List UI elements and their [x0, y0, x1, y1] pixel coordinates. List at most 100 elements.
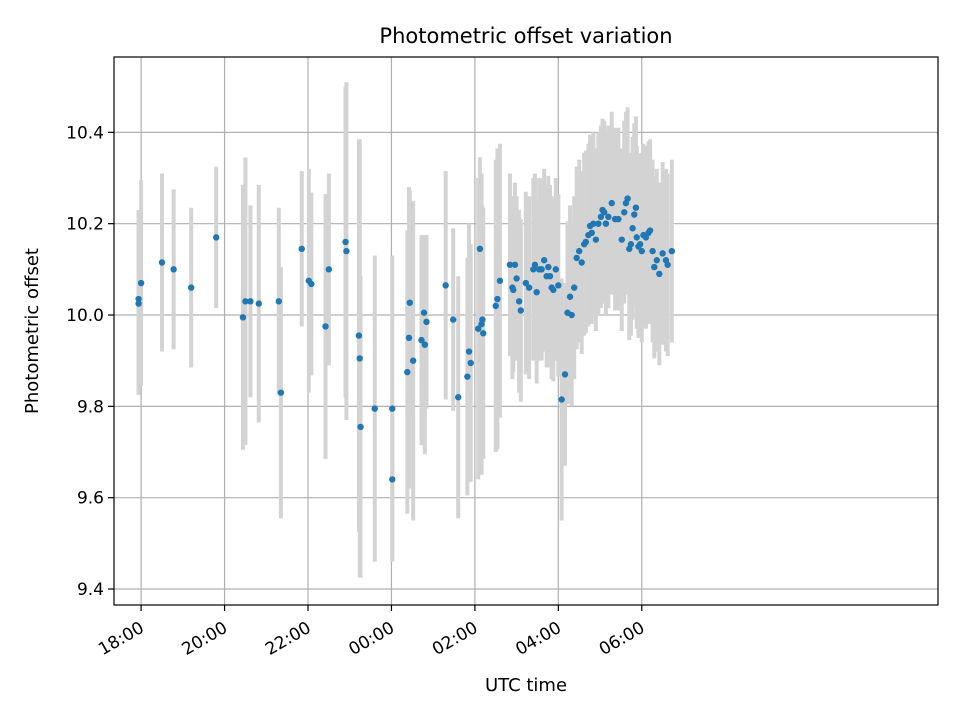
data-point: [277, 389, 285, 396]
data-point: [653, 257, 660, 264]
data-point: [515, 298, 523, 305]
data-point: [355, 332, 363, 339]
data-point: [517, 307, 524, 314]
data-point: [158, 259, 166, 266]
data-point: [624, 195, 631, 202]
data-point: [659, 250, 666, 257]
data-point: [479, 316, 486, 323]
data-point: [575, 247, 583, 255]
data-point: [242, 298, 249, 305]
y-axis-ticks: 9.4 9.6 9.8 10.0 10.2 10.4: [66, 123, 114, 600]
data-point: [464, 373, 471, 380]
data-point: [582, 238, 590, 246]
data-point: [480, 330, 487, 337]
data-point: [137, 279, 145, 287]
data-point: [531, 261, 539, 268]
y-tick-label: 9.6: [77, 489, 104, 509]
data-point: [404, 368, 411, 376]
data-point: [298, 245, 305, 252]
data-point: [578, 259, 585, 266]
y-tick-label: 9.8: [77, 397, 104, 417]
data-point: [522, 279, 529, 287]
data-point: [545, 263, 552, 271]
y-tick-label: 10.0: [66, 306, 104, 326]
data-point: [590, 220, 597, 227]
y-axis-label: Photometric offset: [22, 248, 43, 414]
plot-frame: [113, 56, 939, 606]
data-point: [389, 476, 396, 483]
data-point: [633, 234, 640, 241]
data-point: [632, 204, 640, 211]
data-point: [651, 263, 658, 271]
data-point: [492, 302, 499, 310]
data-point: [405, 334, 413, 342]
data-point: [511, 261, 519, 268]
data-point: [638, 247, 645, 255]
data-point: [656, 270, 663, 278]
data-point: [592, 236, 600, 243]
data-point: [646, 227, 654, 234]
data-point: [255, 300, 262, 307]
data-point: [475, 325, 482, 332]
data-point: [409, 357, 417, 364]
data-point: [465, 348, 473, 355]
y-tick-label: 10.2: [66, 215, 104, 235]
data-point: [476, 245, 484, 252]
data-point: [602, 220, 610, 227]
data-point: [561, 371, 569, 378]
data-point: [389, 405, 396, 412]
data-point: [442, 282, 449, 289]
data-point: [308, 280, 315, 288]
data-point: [342, 238, 349, 246]
y-tick-label: 10.4: [66, 123, 104, 143]
data-point: [170, 266, 177, 273]
chart-title: Photometric offset variation: [379, 24, 672, 48]
data-point: [496, 277, 504, 284]
data-point: [533, 288, 540, 296]
data-point: [247, 298, 254, 305]
data-point: [568, 311, 575, 319]
data-point: [605, 213, 612, 221]
data-point: [467, 359, 474, 367]
data-point: [546, 273, 554, 280]
data-point: [420, 309, 428, 316]
data-point: [570, 284, 578, 291]
data-point: [552, 266, 560, 273]
data-point: [494, 295, 501, 303]
data-point: [664, 261, 671, 268]
data-point: [357, 423, 364, 431]
data-point: [356, 355, 363, 362]
data-point: [418, 336, 425, 344]
data-point: [550, 286, 557, 294]
data-point: [588, 229, 595, 237]
data-point: [325, 266, 333, 273]
data-point: [213, 234, 220, 241]
data-point: [135, 295, 142, 303]
data-point: [423, 318, 430, 326]
data-point: [343, 247, 350, 255]
data-point: [275, 298, 282, 305]
data-point: [615, 215, 622, 223]
data-point: [455, 394, 462, 401]
data-point: [649, 247, 656, 255]
data-points: [135, 195, 676, 483]
data-point: [636, 241, 644, 248]
data-point: [525, 284, 533, 291]
data-point: [371, 405, 378, 412]
data-point: [406, 299, 414, 306]
data-point: [555, 282, 562, 289]
data-point: [627, 241, 635, 248]
data-point: [239, 314, 247, 321]
data-point: [540, 257, 548, 264]
data-point: [621, 209, 628, 216]
data-point: [506, 261, 514, 268]
data-point: [513, 275, 520, 282]
data-point: [608, 199, 615, 207]
data-point: [601, 209, 608, 216]
data-point: [187, 284, 195, 291]
data-point: [631, 211, 638, 218]
data-point: [322, 323, 329, 330]
data-point: [558, 396, 565, 403]
data-point: [421, 341, 429, 348]
